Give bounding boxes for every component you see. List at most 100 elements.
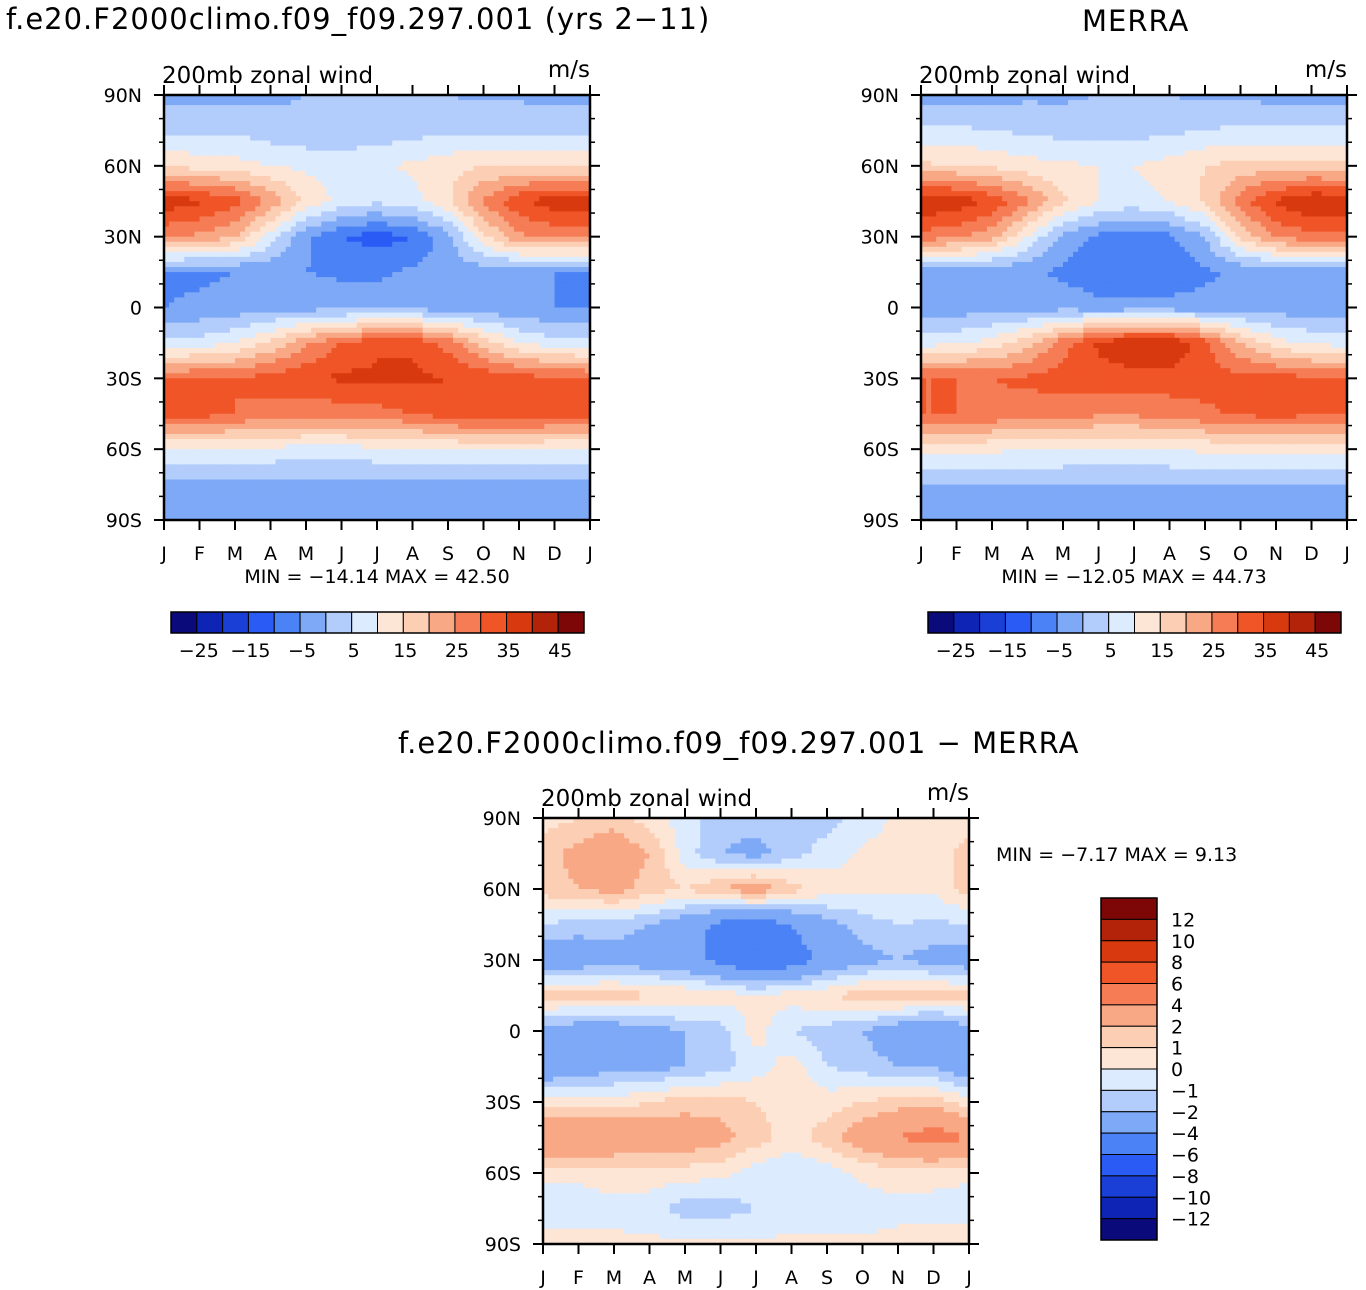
contour-cell [513,256,520,263]
contour-cell [427,337,434,344]
contour-cell [164,221,170,228]
contour-cell [341,175,348,182]
contour-cell [189,206,196,212]
contour-cell [508,186,515,192]
contour-cell [503,297,510,304]
contour-cell [534,312,540,319]
contour-cell [493,342,500,349]
contour-cell [204,342,211,349]
contour-cell [341,267,348,273]
contour-cell [534,337,540,344]
contour-cell [356,125,363,132]
contour-cell [199,261,206,268]
contour-cell [326,120,332,126]
contour-cell [478,282,485,288]
contour-cell [164,393,170,400]
contour-cell [498,307,505,314]
contour-cell [483,115,490,121]
contour-cell [579,302,586,309]
contour-cell [204,317,211,324]
contour-cell [184,100,190,106]
contour-cell [382,297,388,304]
contour-cell [300,317,307,324]
contour-cell [473,297,480,304]
contour-cell [402,140,409,147]
contour-cell [437,317,444,324]
contour-cell [275,170,282,177]
contour-cell [326,353,332,359]
contour-cell [265,170,272,177]
contour-cell [417,383,424,390]
contour-cell [397,170,403,177]
contour-cell [579,216,586,223]
contour-cell [290,226,297,233]
contour-cell [285,206,292,212]
contour-cell [584,363,590,369]
contour-cell [184,130,190,137]
contour-cell [397,272,403,278]
contour-cell [407,302,414,309]
contour-cell [295,191,302,197]
contour-cell [240,155,246,162]
contour-cell [549,155,556,162]
contour-cell [336,302,343,309]
contour-cell [351,368,358,374]
contour-cell [260,231,267,238]
contour-cell [539,307,545,314]
contour-cell [387,302,393,309]
contour-cell [508,373,515,379]
contour-cell [219,282,226,288]
contour-cell [224,155,231,162]
contour-cell [321,251,327,258]
contour-cell [366,140,373,147]
contour-cell [513,175,520,182]
contour-cell [442,231,449,238]
contour-cell [463,347,469,354]
contour-cell [260,388,267,395]
contour-cell [356,165,363,172]
contour-cell [285,105,292,111]
contour-cell [377,363,383,369]
contour-cell [544,95,551,101]
contour-cell [224,312,231,319]
contour-cell [219,342,226,349]
contour-cell [453,322,459,329]
contour-cell [422,317,429,324]
contour-cell [539,327,545,334]
contour-cell [377,115,383,121]
contour-cell [508,196,515,202]
contour-cell [179,388,185,395]
contour-cell [422,368,429,374]
contour-cell [569,175,576,182]
contour-cell [229,368,236,374]
contour-cell [437,175,444,182]
contour-cell [341,353,348,359]
contour-cell [361,251,368,258]
contour-cell [194,267,201,273]
contour-cell [235,191,241,197]
contour-cell [417,186,424,192]
contour-cell [397,181,403,187]
contour-cell [493,181,500,187]
contour-cell [336,206,343,212]
contour-cell [519,206,525,212]
contour-cell [240,231,246,238]
contour-cell [336,267,343,273]
contour-cell [584,170,590,177]
contour-cell [270,120,277,126]
contour-cell [204,186,211,192]
contour-cell [194,322,201,329]
contour-cell [463,196,469,202]
contour-cell [377,297,383,304]
contour-cell [473,332,480,339]
contour-cell [214,287,221,293]
contour-cell [488,307,495,314]
contour-cell [184,175,190,182]
contour-cell [549,216,556,223]
contour-cell [437,115,444,121]
contour-cell [488,231,495,238]
contour-cell [366,256,373,263]
contour-cell [377,186,383,192]
contour-cell [437,297,444,304]
contour-cell [229,241,236,248]
